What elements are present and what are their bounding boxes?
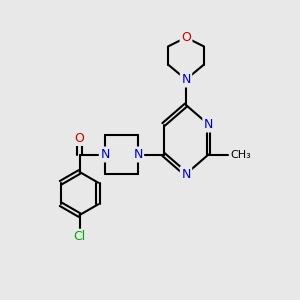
Text: O: O [75,131,84,145]
Text: N: N [100,148,110,161]
Text: O: O [181,31,191,44]
Text: CH₃: CH₃ [230,149,251,160]
Text: N: N [204,118,213,131]
Text: N: N [181,73,191,86]
Text: N: N [133,148,143,161]
Text: N: N [181,167,191,181]
Text: Cl: Cl [74,230,86,243]
